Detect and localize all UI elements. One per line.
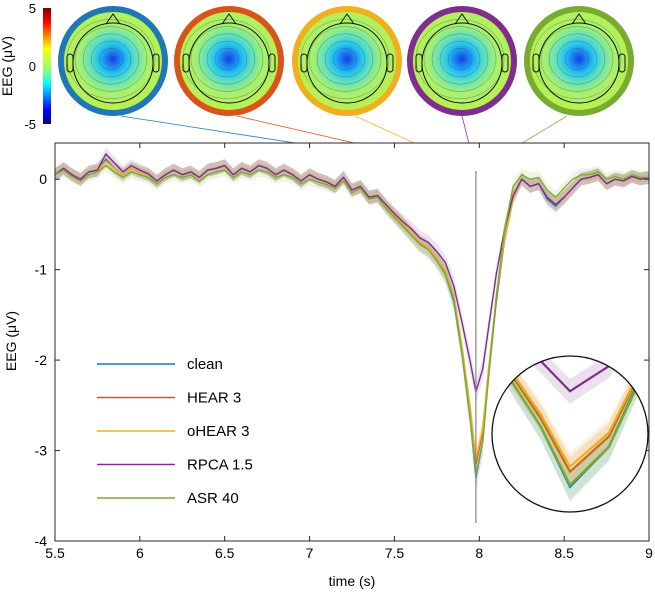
colorbar-tick-top: 5: [29, 1, 36, 16]
legend-label-1: HEAR 3: [187, 390, 241, 407]
topomap-contour: [447, 47, 473, 71]
left-ear-outline: [182, 53, 190, 73]
colorbar-gradient: [43, 8, 51, 124]
y-tick-label: 0: [39, 171, 47, 187]
x-tick-label: 6.5: [215, 545, 235, 561]
x-axis-label: time (s): [329, 573, 376, 589]
topomap-contour: [316, 33, 374, 85]
x-tick-label: 8.5: [554, 545, 574, 561]
legend: clean HEAR 3 oHEAR 3 RPCA 1.5 ASR 40: [97, 356, 253, 507]
y-tick-label: -1: [35, 262, 48, 278]
legend-label-4: ASR 40: [187, 490, 239, 507]
x-tick-label: 5.5: [45, 545, 65, 561]
colorbar: 5 0 -5 EEG (μV): [0, 1, 51, 132]
nose-outline: [221, 13, 237, 25]
right-ear-outline: [501, 53, 509, 73]
y-axis-ticks: 0 -1 -2 -3 -4: [35, 171, 649, 549]
inset-line-3: [492, 356, 648, 393]
inset-border: [491, 355, 649, 513]
topomap-contour: [308, 26, 382, 92]
topomap-contour: [332, 47, 358, 71]
topomap-1: [174, 6, 284, 116]
nose-outline: [454, 13, 470, 25]
topomap-2: [292, 6, 402, 116]
y-tick-label: -2: [35, 352, 48, 368]
series-line-4: [54, 164, 649, 477]
topomap-contour: [98, 47, 124, 71]
topomap-0: [58, 6, 168, 116]
legend-label-2: oHEAR 3: [187, 423, 250, 440]
series-line-3: [54, 153, 650, 393]
x-tick-label: 7: [306, 545, 314, 561]
topomap-3: [407, 6, 517, 116]
topomap-ring: [407, 6, 517, 116]
topomap-contour: [431, 33, 489, 85]
topomap-contour: [206, 40, 248, 78]
nose-outline: [339, 13, 355, 25]
plot-frame: [54, 142, 650, 542]
legend-label-3: RPCA 1.5: [187, 457, 253, 474]
topomap-ring: [174, 6, 284, 116]
x-tick-label: 8: [475, 545, 483, 561]
right-ear-outline: [268, 53, 276, 73]
topomap-contour: [564, 47, 590, 71]
right-ear-outline: [386, 53, 394, 73]
y-tick-label: -4: [35, 533, 48, 549]
y-tick-label: -3: [35, 443, 48, 459]
colorbar-label: EEG (μV): [0, 36, 15, 96]
topomap-contour: [214, 47, 240, 71]
inset-background: [492, 356, 648, 512]
colorbar-tick-mid: 0: [29, 59, 36, 74]
x-tick-label: 9: [645, 545, 653, 561]
nose-outline: [571, 13, 587, 25]
topomap-ring: [292, 6, 402, 116]
topomap-contour: [324, 40, 366, 78]
left-ear-outline: [300, 53, 308, 73]
left-ear-outline: [415, 53, 423, 73]
topomap-row: [58, 6, 634, 116]
topomap-contour: [548, 33, 606, 85]
x-axis-ticks: 5.5 6 6.5 7 7.5 8 8.5 9: [45, 143, 653, 561]
right-ear-outline: [152, 53, 160, 73]
topomap-contour: [423, 26, 497, 92]
topomap-contour: [82, 33, 140, 85]
confidence-band-3: [55, 147, 649, 403]
x-tick-label: 7.5: [385, 545, 405, 561]
topomap-contour: [74, 26, 148, 92]
left-ear-outline: [66, 53, 74, 73]
left-ear-outline: [532, 53, 540, 73]
topomap-ring: [524, 6, 634, 116]
topomap-contour: [540, 26, 614, 92]
colorbar-tick-bottom: -5: [24, 117, 36, 132]
x-tick-label: 6: [136, 545, 144, 561]
topomap-ring: [58, 6, 168, 116]
topomap-4: [524, 6, 634, 116]
series-lines: [54, 153, 650, 479]
right-ear-outline: [618, 53, 626, 73]
topomap-contour: [439, 40, 481, 78]
confidence-bands: [55, 147, 649, 491]
y-axis-label: EEG (μV): [3, 311, 19, 371]
topomap-contour: [90, 40, 132, 78]
legend-label-0: clean: [187, 356, 223, 373]
topomap-contour: [190, 26, 264, 92]
nose-outline: [105, 13, 121, 25]
topomap-contour: [198, 33, 256, 85]
topomap-contour: [556, 40, 598, 78]
